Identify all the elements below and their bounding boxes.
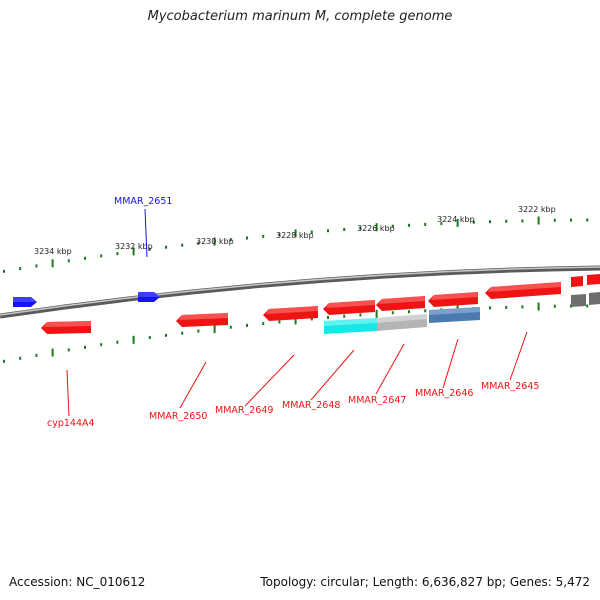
scale-label: 3234 kbp — [34, 247, 72, 256]
map-title: Mycobacterium marinum M, complete genome — [147, 9, 453, 24]
gene-label-mmar-2648[interactable]: MMAR_2648 — [282, 400, 340, 411]
feature-dark-grey[interactable] — [571, 292, 600, 307]
gene-label-mmar-2646[interactable]: MMAR_2646 — [415, 388, 473, 399]
scale-label: 3222 kbp — [518, 205, 556, 214]
reverse-gene-mmar-2646[interactable] — [428, 292, 478, 307]
topology-text: Topology: circular; Length: 6,636,827 bp… — [260, 575, 590, 589]
scale-label: 3230 kbp — [196, 237, 234, 246]
forward-gene-mmar-2651[interactable] — [138, 292, 160, 302]
reverse-gene-mmar-2648[interactable] — [323, 300, 375, 315]
reverse-gene-cyp144a4[interactable] — [41, 321, 91, 334]
accession-text: Accession: NC_010612 — [9, 575, 146, 589]
feature-grey[interactable] — [377, 314, 427, 331]
scale-labels: 3234 kbp 3232 kbp 3230 kbp 3228 kbp 3226… — [34, 205, 556, 256]
genome-backbone-highlight — [0, 266, 600, 316]
scale-label: 3224 kbp — [437, 215, 475, 224]
outer-tick-track — [3, 216, 589, 273]
forward-gene-partial[interactable] — [571, 274, 600, 287]
gene-label-mmar-2651[interactable]: MMAR_2651 — [114, 196, 172, 207]
scale-label: 3228 kbp — [276, 231, 314, 240]
forward-gene[interactable] — [13, 297, 37, 307]
inner-tick-track — [3, 302, 589, 363]
gene-label-mmar-2650[interactable]: MMAR_2650 — [149, 411, 207, 422]
reverse-gene-mmar-2645[interactable] — [485, 282, 561, 299]
genome-backbone — [0, 265, 600, 319]
reverse-gene-mmar-2650[interactable] — [176, 313, 228, 327]
gene-label-mmar-2649[interactable]: MMAR_2649 — [215, 405, 273, 416]
feature-cyan[interactable] — [324, 318, 377, 334]
scale-label: 3226 kbp — [357, 224, 395, 233]
gene-label-mmar-2645[interactable]: MMAR_2645 — [481, 381, 539, 392]
gene-label-mmar-2647[interactable]: MMAR_2647 — [348, 395, 406, 406]
feature-steel-blue[interactable] — [429, 307, 480, 323]
reverse-gene-mmar-2649[interactable] — [263, 306, 318, 321]
gene-label-cyp144a4[interactable]: cyp144A4 — [47, 418, 95, 429]
reverse-gene-mmar-2647[interactable] — [376, 296, 425, 311]
label-leader-lines — [66, 208, 528, 417]
scale-label: 3232 kbp — [115, 242, 153, 251]
